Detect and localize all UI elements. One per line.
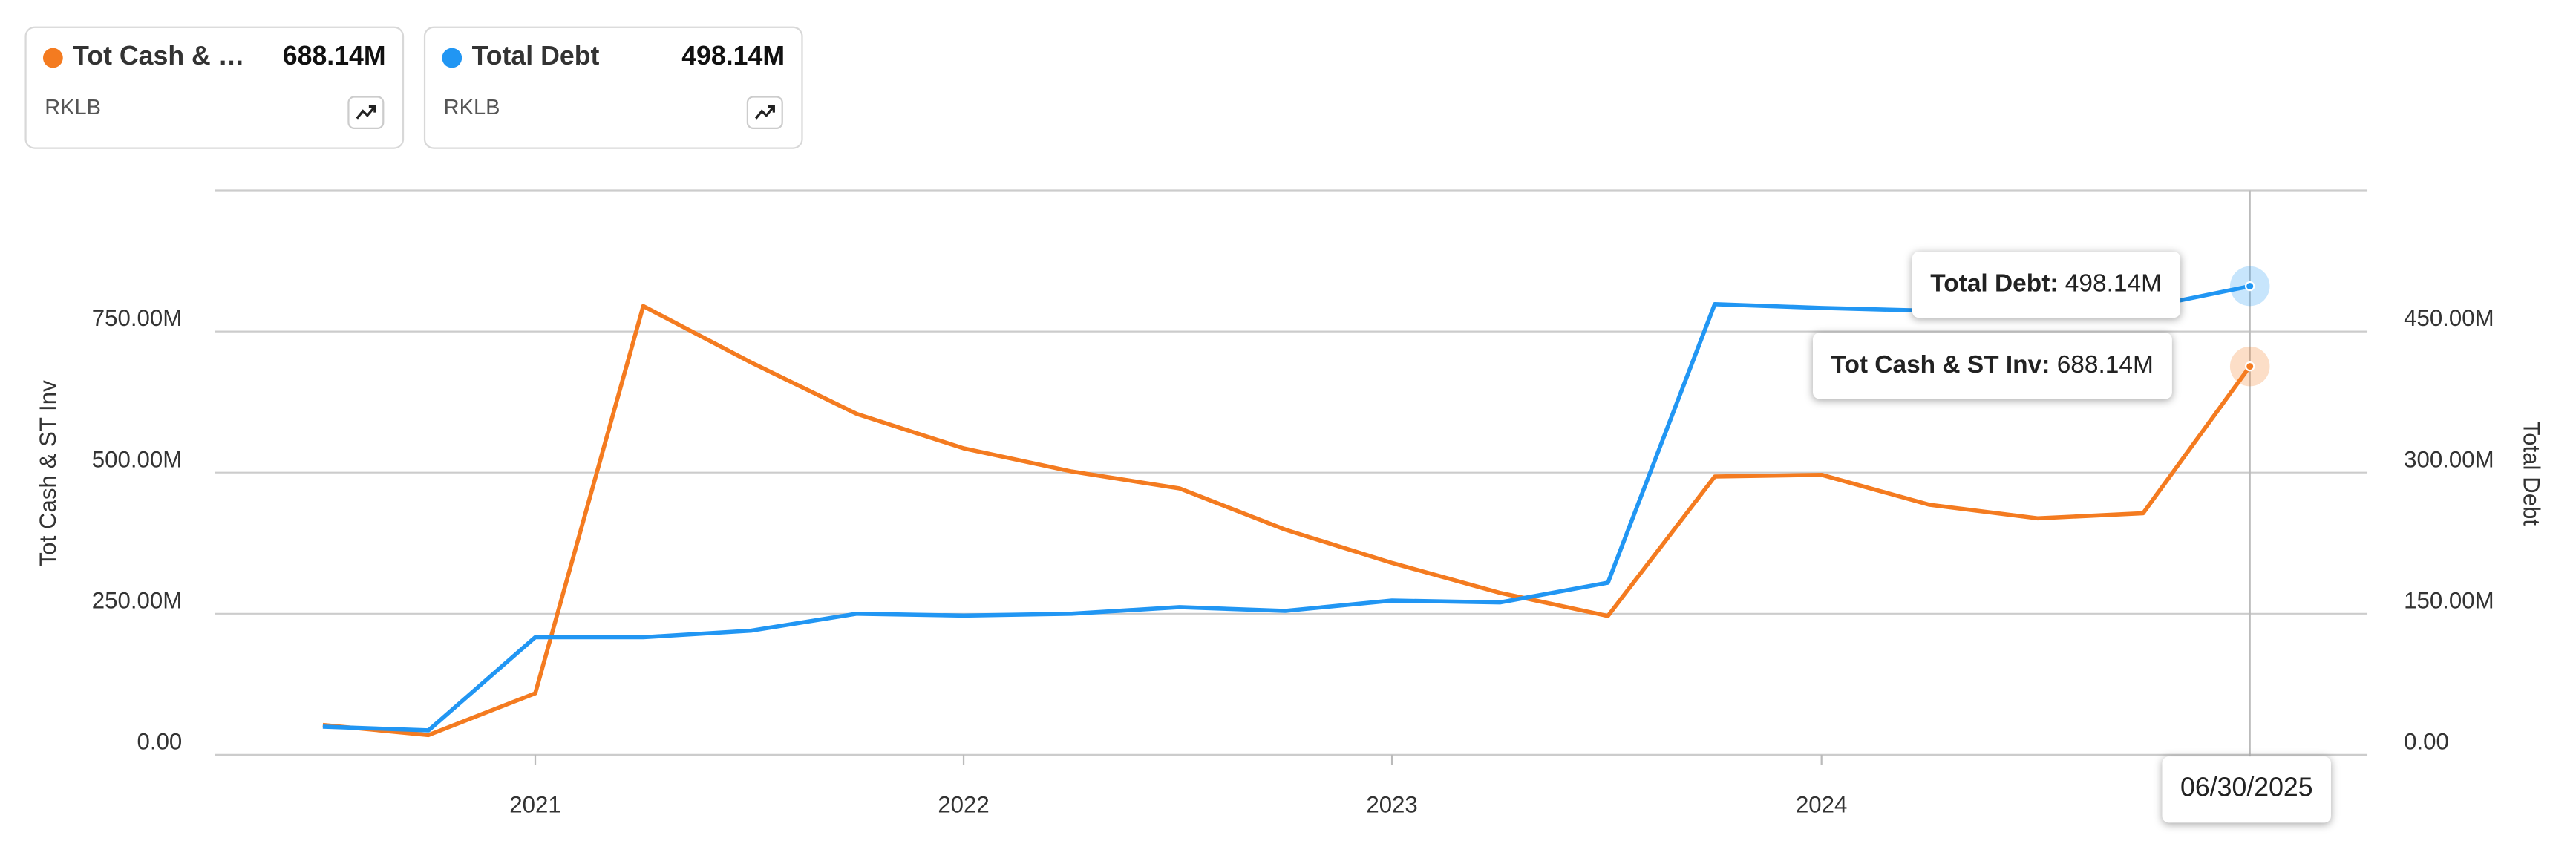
tooltip-name: Tot Cash & ST Inv [1831,350,2042,379]
date-tooltip: 06/30/2025 [2162,756,2332,823]
tooltip: Tot Cash & ST Inv: 688.14M [1812,333,2172,399]
legend-card[interactable]: Tot Cash & ST Inv 688.14M RKLB [24,26,405,149]
legend-ticker: RKLB [45,94,101,120]
series-line [322,304,2252,738]
x-tick-label: 2021 [509,791,560,817]
y2-axis-title: Total Debt [2518,422,2544,526]
y2-tick-label: 0.00 [2404,729,2449,755]
hover-point [2245,361,2255,372]
tooltip: Total Debt: 498.14M [1912,251,2180,318]
y2-tick-label: 150.00M [2404,587,2494,613]
x-tick-label: 2023 [1366,791,1417,817]
hover-point [2245,281,2255,292]
legend-value: 498.14M [681,42,785,71]
y-axis-title: Tot Cash & ST Inv [35,380,61,566]
tooltip-value: 688.14M [2056,350,2154,379]
trend-icon[interactable] [746,96,783,129]
legend-value: 688.14M [282,42,386,71]
y-tick-label: 750.00M [92,305,182,331]
y-tick-label: 250.00M [92,587,182,613]
legend-dot [42,48,63,68]
tooltip-name: Total Debt [1930,269,2050,298]
legend-ticker: RKLB [443,94,500,120]
legend-dot [442,48,462,68]
trend-icon[interactable] [347,96,385,129]
tooltip-value: 498.14M [2065,269,2162,298]
legend-card[interactable]: Total Debt 498.14M RKLB [423,26,803,149]
y-tick-label: 0.00 [137,729,183,755]
y2-tick-label: 450.00M [2404,305,2494,331]
x-tick-label: 2022 [938,791,989,817]
x-tick-label: 2024 [1796,791,1847,817]
y-tick-label: 500.00M [92,446,182,472]
y2-tick-label: 300.00M [2404,446,2494,472]
